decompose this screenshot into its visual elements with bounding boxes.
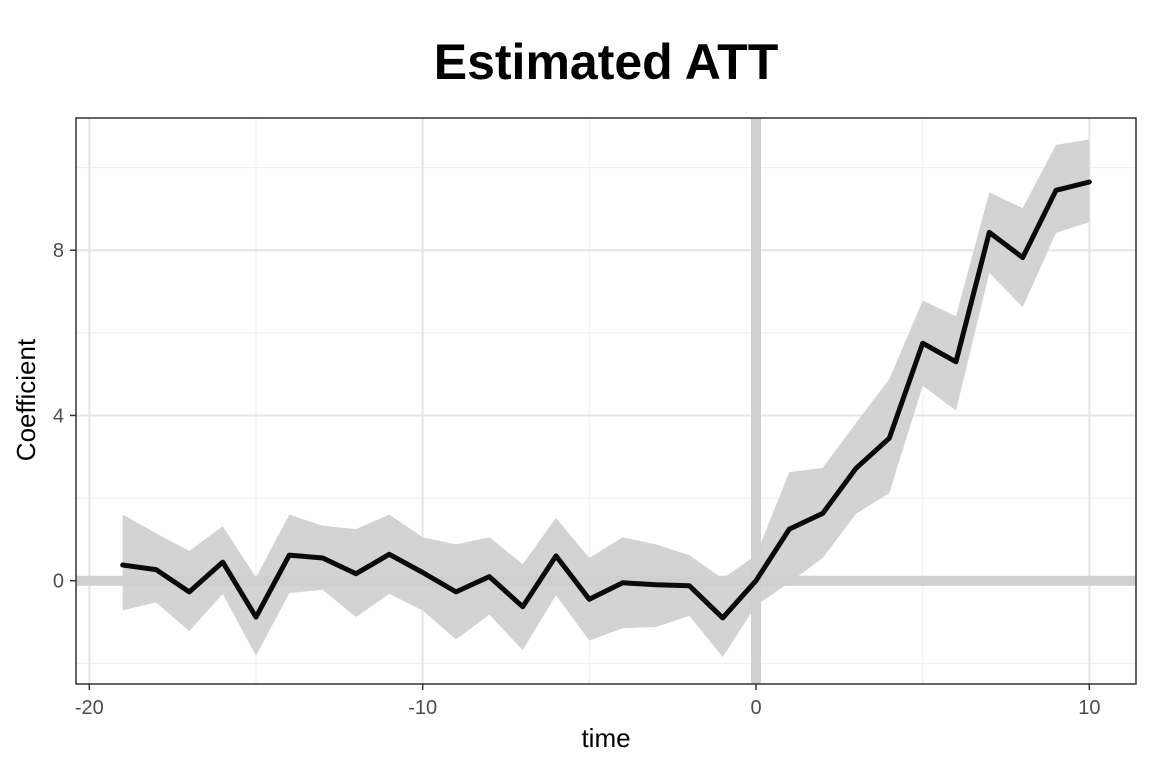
panel-border	[75, 117, 1137, 685]
reference-lines	[76, 118, 1136, 684]
y-axis-label: Coefficient	[11, 338, 41, 461]
x-axis: -20 -10 0 10	[75, 684, 1100, 719]
estimate-series	[120, 179, 1092, 621]
y-tick-label: 4	[53, 405, 64, 427]
x-axis-label: time	[581, 723, 630, 753]
x-tick-label: 10	[1078, 697, 1100, 719]
x-tick-label: -20	[75, 697, 104, 719]
estimate-line	[120, 179, 1092, 621]
panel-frame	[75, 117, 1137, 685]
confidence-band	[122, 139, 1090, 658]
y-tick-label: 0	[53, 571, 64, 593]
y-axis: 0 4 8	[53, 240, 76, 593]
x-tick-label: -10	[408, 697, 437, 719]
x-tick-label: 0	[750, 697, 761, 719]
confidence-band-area	[122, 139, 1090, 658]
y-tick-label: 8	[53, 240, 64, 262]
chart-title: Estimated ATT	[434, 34, 778, 90]
